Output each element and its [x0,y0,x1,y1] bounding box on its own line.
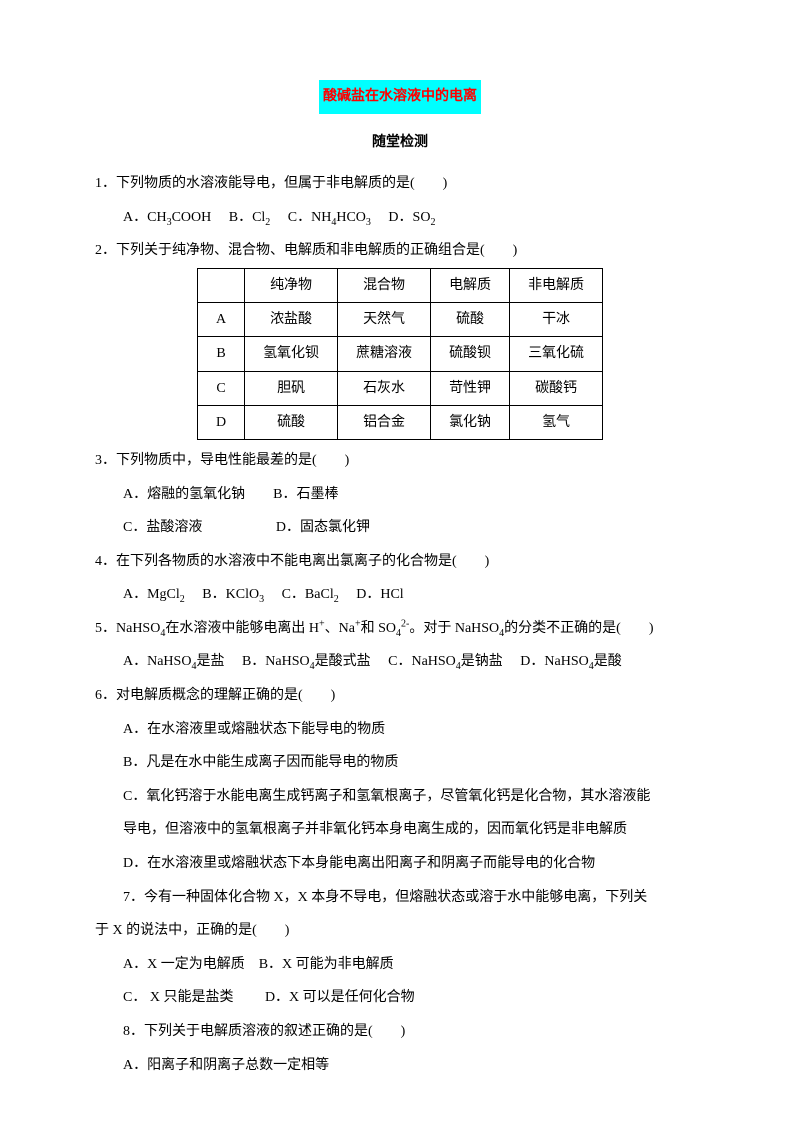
q3-text: 3．下列物质中，导电性能最差的是( ) [95,444,705,478]
th-nonelectrolyte: 非电解质 [510,268,603,302]
q7-line2: C． X 只能是盐类 D．X 可以是任何化合物 [95,981,705,1015]
cell: 铝合金 [338,405,431,439]
cell: A [197,303,244,337]
table-row: C 胆矾 石灰水 苛性钾 碳酸钙 [197,371,602,405]
q6-d: D．在水溶液里或熔融状态下本身能电离出阳离子和阴离子而能导电的化合物 [95,847,705,881]
cell: D [197,405,244,439]
page-title: 酸碱盐在水溶液中的电离 [319,80,481,114]
th-mixture: 混合物 [338,268,431,302]
cell: 硫酸钡 [431,337,510,371]
q6-text: 6．对电解质概念的理解正确的是( ) [95,679,705,713]
table-row: A 浓盐酸 天然气 硫酸 干冰 [197,303,602,337]
q7-text1: 7．今有一种固体化合物 X，X 本身不导电，但熔融状态或溶于水中能够电离，下列关 [95,881,705,915]
cell: 浓盐酸 [245,303,338,337]
cell: 三氧化硫 [510,337,603,371]
q4-options: A．MgCl2 B．KClO3 C．BaCl2 D．HCl [95,578,705,612]
cell: 氢气 [510,405,603,439]
q2-text: 2．下列关于纯净物、混合物、电解质和非电解质的正确组合是( ) [95,234,705,268]
cell: 硫酸 [245,405,338,439]
q1-text: 1．下列物质的水溶液能导电，但属于非电解质的是( ) [95,167,705,201]
cell: C [197,371,244,405]
cell: 氢氧化钡 [245,337,338,371]
cell: 干冰 [510,303,603,337]
q6-c: C．氧化钙溶于水能电离生成钙离子和氢氧根离子，尽管氧化钙是化合物，其水溶液能 [95,780,705,814]
cell: 胆矾 [245,371,338,405]
cell: B [197,337,244,371]
q1-options: A．CH3COOH B．Cl2 C．NH4HCO3 D．SO2 [95,201,705,235]
cell: 氯化钠 [431,405,510,439]
subtitle: 随堂检测 [95,126,705,160]
q4-text: 4．在下列各物质的水溶液中不能电离出氯离子的化合物是( ) [95,545,705,579]
table-header-row: 纯净物 混合物 电解质 非电解质 [197,268,602,302]
q7-text2: 于 X 的说法中，正确的是( ) [95,914,705,948]
th-empty [197,268,244,302]
table-row: D 硫酸 铝合金 氯化钠 氢气 [197,405,602,439]
q5-text: 5．NaHSO4在水溶液中能够电离出 H+、Na+和 SO42-。对于 NaHS… [95,612,705,646]
q7-line1: A．X 一定为电解质 B．X 可能为非电解质 [95,948,705,982]
cell: 石灰水 [338,371,431,405]
cell: 蔗糖溶液 [338,337,431,371]
q5-options: A．NaHSO4是盐 B．NaHSO4是酸式盐 C．NaHSO4是钠盐 D．Na… [95,645,705,679]
table-row: B 氢氧化钡 蔗糖溶液 硫酸钡 三氧化硫 [197,337,602,371]
th-pure: 纯净物 [245,268,338,302]
q3-line2: C．盐酸溶液 D．固态氯化钾 [95,511,705,545]
cell: 碳酸钙 [510,371,603,405]
cell: 天然气 [338,303,431,337]
q6-a: A．在水溶液里或熔融状态下能导电的物质 [95,713,705,747]
th-electrolyte: 电解质 [431,268,510,302]
cell: 苛性钾 [431,371,510,405]
classification-table: 纯净物 混合物 电解质 非电解质 A 浓盐酸 天然气 硫酸 干冰 B 氢氧化钡 … [197,268,603,440]
q3-line1: A．熔融的氢氧化钠 B．石墨棒 [95,478,705,512]
q6-b: B．凡是在水中能生成离子因而能导电的物质 [95,746,705,780]
q8-a: A．阳离子和阴离子总数一定相等 [95,1049,705,1083]
q6-c2: 导电，但溶液中的氢氧根离子并非氧化钙本身电离生成的，因而氧化钙是非电解质 [95,813,705,847]
q8-text: 8．下列关于电解质溶液的叙述正确的是( ) [95,1015,705,1049]
cell: 硫酸 [431,303,510,337]
title-wrapper: 酸碱盐在水溶液中的电离 [95,80,705,122]
